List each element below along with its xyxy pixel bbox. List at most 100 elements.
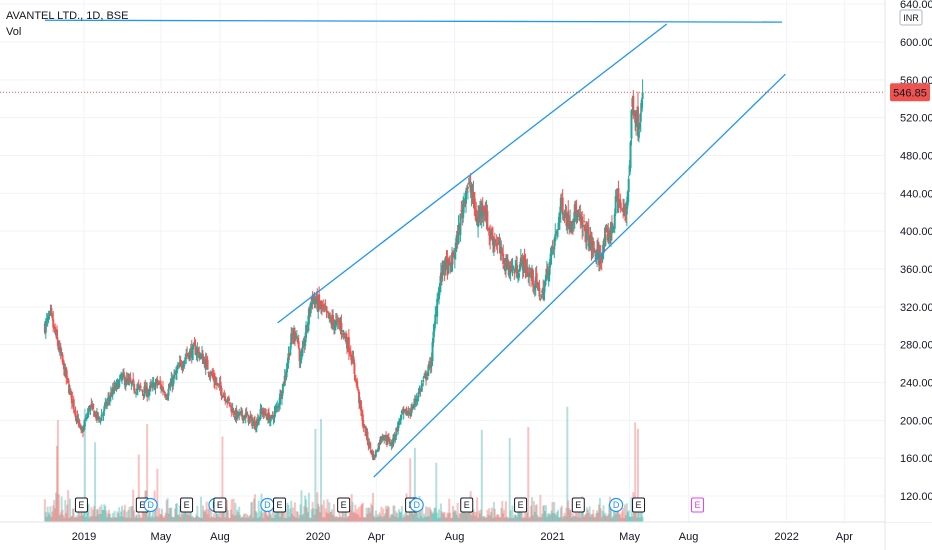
candle-body xyxy=(364,426,367,437)
volume-bar xyxy=(394,516,397,522)
volume-bar xyxy=(178,505,181,522)
volume-bar xyxy=(378,512,381,522)
candle-body xyxy=(209,375,212,377)
volume-bar xyxy=(579,517,582,522)
volume-bar xyxy=(266,516,269,522)
volume-bar xyxy=(215,513,218,522)
volume-bar xyxy=(81,505,84,522)
volume-indicator-label[interactable]: Vol xyxy=(6,26,22,38)
dividend-marker[interactable]: D xyxy=(260,497,275,513)
candle-body xyxy=(425,377,428,380)
volume-bar xyxy=(605,516,608,522)
earnings-marker[interactable]: E xyxy=(571,497,585,513)
candle-body xyxy=(347,337,350,353)
volume-bar xyxy=(436,512,439,522)
candle-body xyxy=(583,221,586,223)
candle-body xyxy=(111,387,114,396)
svg-text:E: E xyxy=(636,500,642,510)
volume-bar xyxy=(441,513,444,522)
volume-bar xyxy=(494,517,497,522)
currency-badge[interactable]: INR xyxy=(899,9,923,26)
candle-body xyxy=(259,408,262,420)
earnings-marker[interactable]: E xyxy=(632,497,646,513)
volume-bar xyxy=(372,515,375,522)
price-tick-label: 280.00 xyxy=(900,340,932,352)
volume-bar xyxy=(195,514,198,522)
volume-bar xyxy=(525,508,528,522)
earnings-marker[interactable]: E xyxy=(74,497,88,513)
candle-body xyxy=(214,379,217,385)
candle-body xyxy=(430,359,433,367)
candle-body xyxy=(639,112,642,122)
earnings-marker[interactable]: E xyxy=(514,497,528,513)
candle-body xyxy=(184,357,187,360)
symbol-title[interactable]: AVANTEL LTD., 1D, BSE xyxy=(6,10,129,22)
upcoming-earnings-marker[interactable]: E xyxy=(691,497,705,513)
volume-bar xyxy=(180,513,183,522)
candle-body xyxy=(56,340,59,347)
trendline[interactable] xyxy=(373,73,786,478)
earnings-marker[interactable]: E xyxy=(460,497,474,513)
volume-bar xyxy=(56,420,59,522)
volume-bar xyxy=(273,509,276,522)
volume-bar xyxy=(111,512,114,522)
earnings-marker[interactable]: E xyxy=(180,497,194,513)
candle-body xyxy=(55,329,58,339)
volume-bar xyxy=(251,501,254,522)
volume-bar xyxy=(625,503,628,522)
volume-bar xyxy=(495,515,498,522)
earnings-marker[interactable]: E xyxy=(213,497,227,513)
dividend-marker[interactable]: D xyxy=(409,497,424,513)
volume-bar xyxy=(258,516,261,522)
volume-bar xyxy=(214,504,217,522)
candle-body xyxy=(590,232,593,252)
candle-body xyxy=(407,411,410,414)
volume-bar xyxy=(358,507,361,522)
volume-bar xyxy=(609,496,612,522)
volume-bar xyxy=(227,517,230,522)
volume-bar xyxy=(606,516,609,522)
volume-bar xyxy=(594,517,597,522)
volume-bar xyxy=(477,517,480,522)
candle-body xyxy=(325,306,328,312)
volume-bar xyxy=(196,505,199,522)
candle-body xyxy=(148,385,151,391)
volume-bar xyxy=(108,513,111,522)
trendline[interactable] xyxy=(44,19,783,23)
volume-bar xyxy=(476,497,479,522)
volume-bar xyxy=(217,516,220,522)
candle-body xyxy=(115,381,118,388)
dividend-marker[interactable]: D xyxy=(143,497,158,513)
volume-bar xyxy=(207,508,210,522)
candle-body xyxy=(151,382,154,388)
candle-body xyxy=(271,414,274,418)
earnings-marker[interactable]: E xyxy=(273,497,287,513)
volume-bar xyxy=(338,511,341,522)
volume-bar xyxy=(551,501,554,522)
volume-bar xyxy=(148,503,151,522)
volume-bar xyxy=(278,507,281,522)
price-tick-label: 480.00 xyxy=(900,151,932,163)
dividend-marker[interactable]: D xyxy=(609,497,624,513)
volume-bar xyxy=(562,515,565,522)
volume-bar xyxy=(497,514,500,522)
volume-bar xyxy=(321,517,324,522)
candle-body xyxy=(328,314,331,318)
volume-bar xyxy=(240,516,243,522)
volume-bar xyxy=(128,506,131,522)
earnings-marker[interactable]: E xyxy=(337,497,351,513)
volume-bar xyxy=(630,497,633,522)
candle-body xyxy=(574,203,577,214)
trendline[interactable] xyxy=(277,23,668,324)
candle-body xyxy=(641,92,644,99)
candle-body xyxy=(556,229,559,236)
volume-bar xyxy=(637,508,640,522)
candle-body xyxy=(201,353,204,364)
volume-bar xyxy=(170,507,173,522)
volume-bar xyxy=(347,515,350,522)
volume-bar xyxy=(364,517,367,522)
volume-bar xyxy=(491,517,494,522)
volume-bar xyxy=(136,517,139,522)
candle-body xyxy=(439,272,442,286)
